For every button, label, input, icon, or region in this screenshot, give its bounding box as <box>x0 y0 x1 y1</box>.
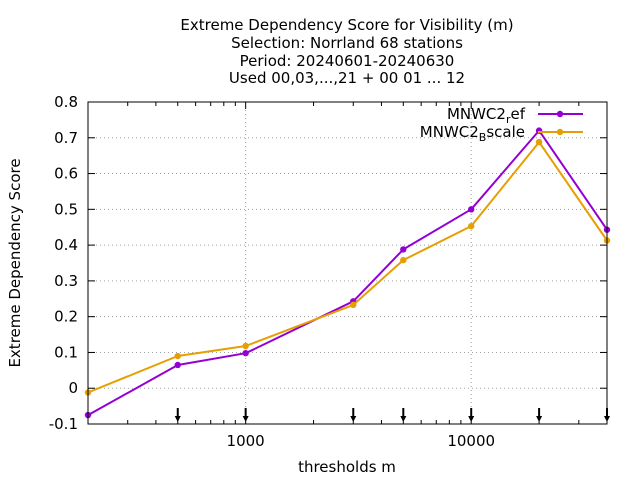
series-line-2 <box>87 141 608 394</box>
series-2-point <box>350 301 357 309</box>
gridlines <box>88 102 607 424</box>
x-tick-label: 1000 <box>227 432 265 450</box>
y-tick-label: 0.5 <box>54 200 78 218</box>
series-line-1 <box>87 129 608 416</box>
threshold-marker-head <box>536 416 543 422</box>
chart-title: Extreme Dependency Score for Visibility … <box>180 16 513 87</box>
y-tick-label: 0.1 <box>54 343 78 361</box>
series-2-point <box>468 222 475 230</box>
legend-label-1: MNWC2ref <box>447 105 526 126</box>
series-lines <box>84 127 611 419</box>
y-tick-label: 0 <box>68 379 78 397</box>
y-axis-label: Extreme Dependency Score <box>6 158 24 367</box>
x-tick-label: 10000 <box>447 432 495 450</box>
legend-marker-1 <box>556 110 564 118</box>
y-tick-label: -0.1 <box>49 415 78 433</box>
title-line-1: Extreme Dependency Score for Visibility … <box>180 16 513 34</box>
series-2-point <box>400 256 407 264</box>
series-2-point <box>242 342 249 350</box>
x-axis-label: thresholds m <box>298 458 396 476</box>
plot-frame <box>87 101 608 425</box>
y-tick-label: 0.6 <box>54 165 78 183</box>
title-line-2: Selection: Norrland 68 stations <box>231 34 463 52</box>
series-1-point <box>468 206 475 213</box>
y-tick-label: 0.4 <box>54 236 78 254</box>
y-tick-label: 0.3 <box>54 272 78 290</box>
threshold-marker-head <box>400 416 407 422</box>
series-1-point <box>242 349 249 357</box>
series-2-point <box>174 352 181 360</box>
threshold-markers <box>174 408 610 422</box>
title-line-4: Used 00,03,...,21 + 00 01 ... 12 <box>229 69 465 87</box>
threshold-marker-head <box>350 416 357 422</box>
series-2-point <box>535 138 543 146</box>
legend-marker-2 <box>556 128 564 136</box>
series-1-point <box>400 246 407 253</box>
axes: -0.1 0 0.1 0.2 0.3 0.4 0.5 0.6 0.7 0.8 1000 10000 <box>49 93 607 450</box>
legend-label-2: MNWC2Bscale <box>420 123 525 144</box>
y-tick-label: 0.8 <box>54 93 78 111</box>
threshold-marker-head <box>174 416 181 422</box>
y-tick-label: 0.2 <box>54 308 78 326</box>
y-tick-label: 0.7 <box>54 129 78 147</box>
title-line-3: Period: 20240601-20240630 <box>240 52 455 70</box>
series-1-point <box>174 361 181 369</box>
